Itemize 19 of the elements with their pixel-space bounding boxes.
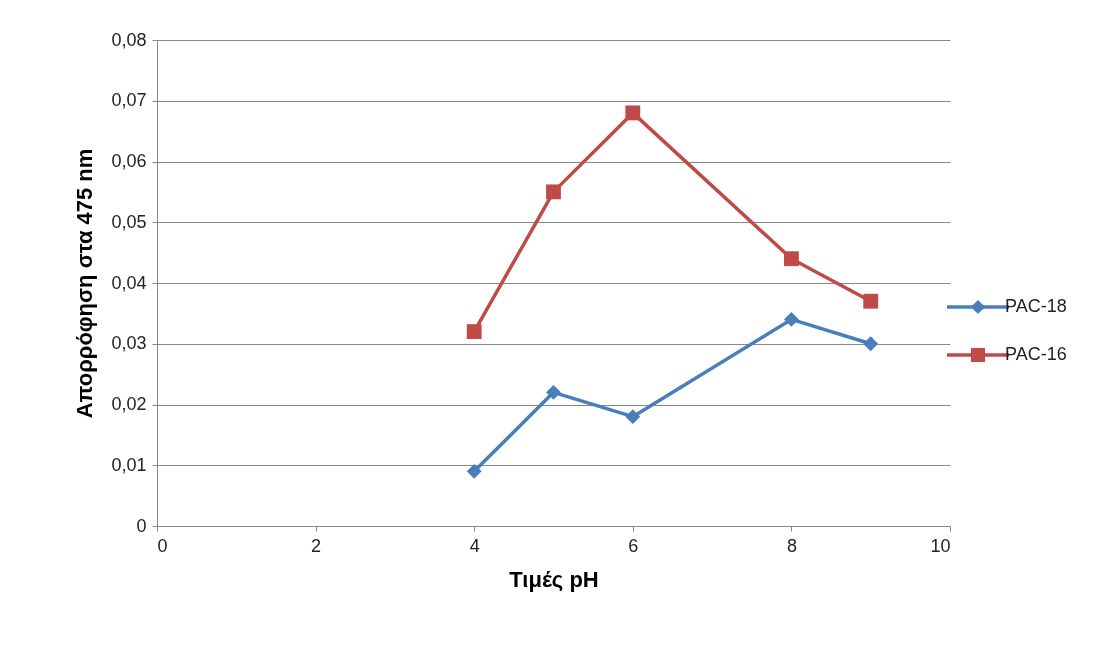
legend-label: PAC-18 <box>1005 296 1067 316</box>
legend-label: PAC-16 <box>1005 344 1067 364</box>
x-tick-label: 0 <box>157 535 168 556</box>
y-tick-label: 0,01 <box>111 454 147 475</box>
y-tick-label: 0 <box>136 515 147 536</box>
y-tick-label: 0,03 <box>111 333 147 354</box>
y-tick-label: 0,06 <box>111 151 147 171</box>
y-tick-label: 0,07 <box>111 90 147 111</box>
x-tick-label: 10 <box>930 535 951 556</box>
y-tick-label: 0,08 <box>111 29 147 50</box>
y-tick-label: 0,02 <box>111 394 147 414</box>
x-tick-label: 6 <box>628 535 639 556</box>
x-axis-title: Τιμές pH <box>509 566 599 592</box>
x-tick-label: 8 <box>786 535 797 556</box>
y-tick-label: 0,05 <box>111 211 147 232</box>
y-tick-label: 0,04 <box>111 272 147 293</box>
x-tick-label: 4 <box>469 535 480 556</box>
x-tick-label: 2 <box>311 535 322 556</box>
y-axis-title: Απορρόφηση στα 475 nm <box>72 148 98 419</box>
